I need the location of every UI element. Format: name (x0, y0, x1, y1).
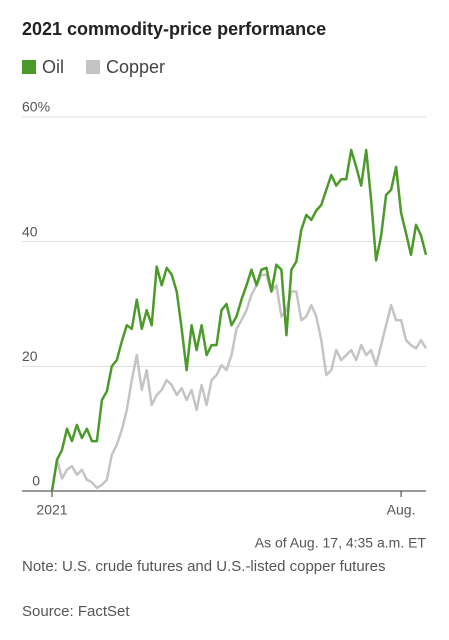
note: Note: U.S. crude futures and U.S.-listed… (22, 558, 386, 575)
x-tick-label: 2021 (36, 502, 67, 518)
line-series (50, 273, 428, 492)
legend-label: Oil (42, 57, 64, 77)
line-series (50, 148, 428, 492)
y-tick-label: 20 (22, 348, 38, 364)
legend-swatch (86, 60, 100, 74)
y-tick-label: 40 (22, 223, 38, 239)
chart-title: 2021 commodity-price performance (22, 19, 326, 39)
legend-swatch (22, 60, 36, 74)
y-tick-label: 60% (22, 99, 50, 115)
x-tick-label: Aug. (387, 502, 416, 518)
y-tick-label: 0 (32, 473, 40, 489)
source: Source: FactSet (22, 603, 130, 620)
legend-label: Copper (106, 57, 165, 77)
annotation: As of Aug. 17, 4:35 a.m. ET (255, 535, 427, 551)
